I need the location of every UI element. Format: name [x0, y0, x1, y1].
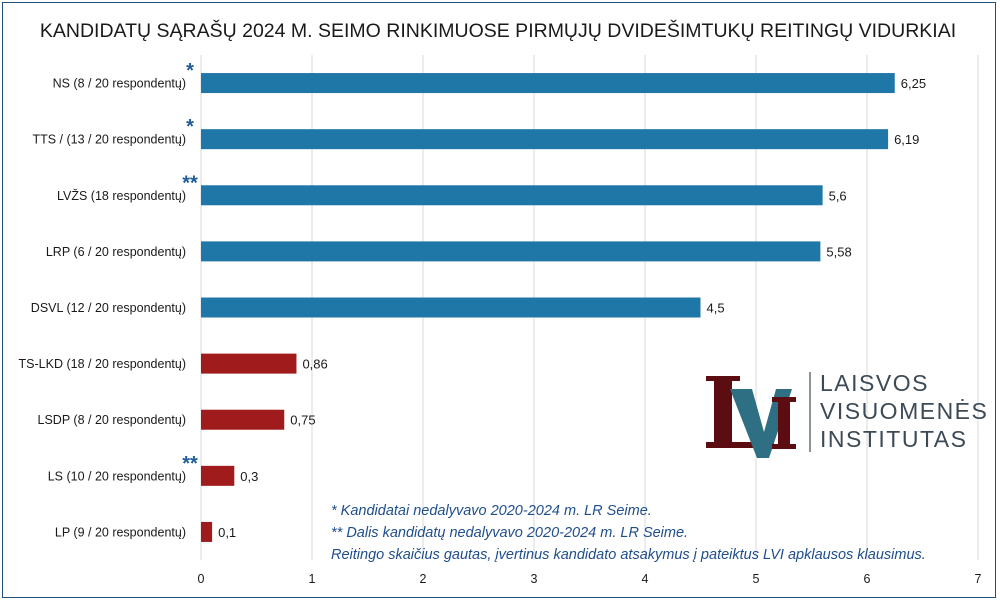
category-label: DSVL (12 / 20 respondentų): [31, 301, 186, 315]
category-label: TS-LKD (18 / 20 respondentų): [19, 357, 186, 371]
category-label: LRP (6 / 20 respondentų): [46, 245, 186, 259]
asterisk-marker: **: [182, 453, 198, 475]
x-tick-label: 4: [642, 572, 649, 586]
x-tick-label: 5: [753, 572, 760, 586]
bar: [201, 297, 701, 318]
bar: [201, 129, 889, 150]
bar: [201, 465, 235, 486]
category-label: LS (10 / 20 respondentų): [48, 469, 186, 483]
value-label: 0,86: [302, 357, 327, 372]
logo-line-1: LAISVOS: [820, 370, 929, 396]
lvi-logo: LAISVOS VISUOMENĖS INSTITUTAS: [706, 370, 988, 458]
label-layer: NS (8 / 20 respondentų) 6,25*TTS / (13 / …: [19, 60, 927, 540]
logo-letter-i: [772, 397, 796, 449]
x-tick-label: 2: [420, 572, 427, 586]
value-label: 6,19: [894, 132, 919, 147]
value-label: 4,5: [707, 301, 725, 316]
footnote-2: ** Dalis kandidatų nedalyvavo 2020-2024 …: [331, 525, 688, 541]
category-label: LP (9 / 20 respondentų): [55, 525, 186, 539]
category-label: LVŽS (18 respondentų): [57, 188, 186, 203]
x-tick-label: 6: [864, 572, 871, 586]
x-axis-ticks: 0 1 2 3 4 5 6 7: [198, 572, 982, 586]
bar: [201, 521, 213, 542]
value-label: 0,1: [218, 525, 236, 540]
x-tick-label: 1: [309, 572, 316, 586]
value-label: 0,75: [290, 413, 315, 428]
footnote-1: * Kandidatai nedalyvavo 2020-2024 m. LR …: [331, 503, 652, 519]
category-label: TTS / (13 / 20 respondentų): [32, 133, 186, 147]
asterisk-marker: *: [186, 60, 194, 82]
footnote-3: Reitingo skaičius gautas, įvertinus kand…: [331, 547, 926, 563]
value-label: 0,3: [240, 469, 258, 484]
chart-title: KANDIDATŲ SĄRAŠŲ 2024 M. SEIMO RINKIMUOS…: [40, 19, 956, 42]
category-label: LSDP (8 / 20 respondentų): [38, 413, 186, 427]
bar: [201, 73, 895, 94]
value-label: 5,58: [826, 244, 851, 259]
bar: [201, 353, 297, 374]
category-label: NS (8 / 20 respondentų): [53, 77, 186, 91]
x-tick-label: 0: [198, 572, 205, 586]
bar: [201, 241, 821, 262]
value-label: 5,6: [829, 188, 847, 203]
x-tick-label: 3: [531, 572, 538, 586]
bar: [201, 409, 285, 430]
logo-line-3: INSTITUTAS: [820, 426, 967, 452]
bar-layer: [201, 73, 895, 542]
value-label: 6,25: [901, 76, 926, 91]
logo-line-2: VISUOMENĖS: [820, 398, 988, 424]
asterisk-marker: **: [182, 172, 198, 194]
logo-letter-l: [706, 376, 774, 448]
x-tick-label: 7: [975, 572, 982, 586]
asterisk-marker: *: [186, 116, 194, 138]
logo-letter-v: [730, 389, 792, 458]
bar: [201, 185, 823, 206]
footnotes: * Kandidatai nedalyvavo 2020-2024 m. LR …: [331, 503, 926, 563]
